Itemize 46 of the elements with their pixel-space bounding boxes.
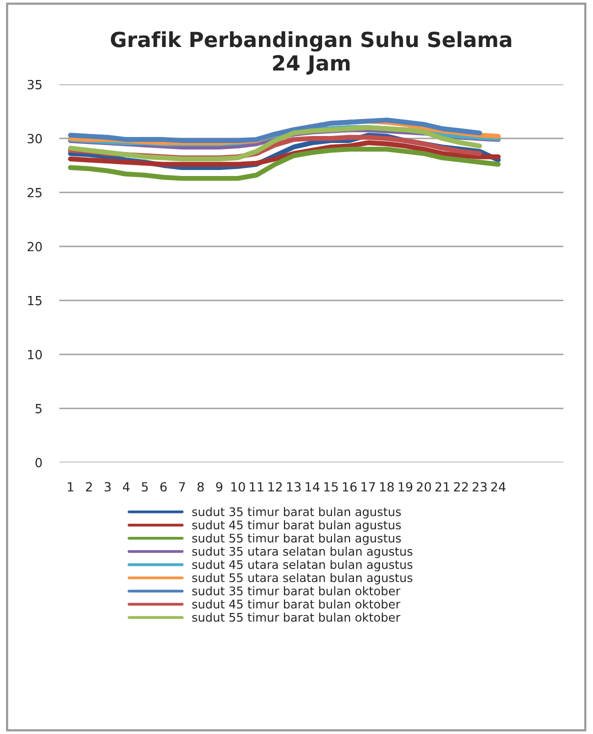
x-tick-label: 24 <box>491 482 506 492</box>
x-tick-label: 14 <box>306 482 320 492</box>
line-series <box>68 125 482 162</box>
x-tick-label: 4 <box>122 482 130 492</box>
x-tick-label: 1 <box>68 482 74 492</box>
legend-label: sudut 45 utara selatan bulan agustus <box>192 560 412 572</box>
x-tick-label: 5 <box>142 482 148 492</box>
y-tick-label: 15 <box>28 296 42 306</box>
x-tick-label: 11 <box>250 482 264 492</box>
y-tick-label: 25 <box>28 188 42 198</box>
x-tick-label: 6 <box>160 482 167 492</box>
line-series <box>68 118 482 143</box>
legend-label: sudut 35 timur barat bulan oktober <box>192 586 400 596</box>
x-tick-label: 21 <box>435 482 450 492</box>
y-tick-label: 35 <box>28 80 42 90</box>
x-tick-label: 17 <box>361 482 375 492</box>
legend-label: sudut 55 timur barat bulan oktober <box>192 612 400 622</box>
x-tick-label: 16 <box>342 482 357 492</box>
y-tick-label: 20 <box>28 242 42 252</box>
chart-title: Grafik Perbandingan Suhu Selama 24 Jam <box>110 31 512 75</box>
y-tick-label: 30 <box>28 134 42 144</box>
x-tick-label: 8 <box>198 482 204 492</box>
x-tick-label: 20 <box>416 482 431 492</box>
legend-label: sudut 55 timur barat bulan agustus <box>192 533 401 545</box>
x-tick-label: 9 <box>216 482 222 492</box>
x-tick-label: 15 <box>324 482 338 492</box>
x-tick-label: 2 <box>86 482 92 492</box>
y-tick-label: 5 <box>36 404 42 414</box>
line-series <box>68 146 501 181</box>
x-tick-label: 7 <box>179 482 185 492</box>
x-tick-label: 19 <box>398 482 412 492</box>
x-tick-label: 10 <box>231 482 245 492</box>
legend-label: sudut 45 timur barat bulan agustus <box>192 520 401 532</box>
x-tick-label: 22 <box>454 482 468 492</box>
legend-label: sudut 35 timur barat bulan agustus <box>192 507 401 518</box>
y-tick-label: 0 <box>36 458 42 468</box>
legend-label: sudut 45 timur barat bulan oktober <box>192 599 400 609</box>
x-tick-label: 12 <box>268 482 282 492</box>
x-tick-label: 3 <box>104 482 111 492</box>
line-series <box>68 140 501 167</box>
legend-label: sudut 55 utara selatan bulan agustus <box>192 573 412 584</box>
x-tick-label: 18 <box>380 482 394 492</box>
x-tick-label: 23 <box>472 482 487 492</box>
x-tick-label: 13 <box>287 482 301 492</box>
legend-label: sudut 35 utara selatan bulan agustus <box>192 546 412 558</box>
y-tick-label: 10 <box>28 350 42 360</box>
